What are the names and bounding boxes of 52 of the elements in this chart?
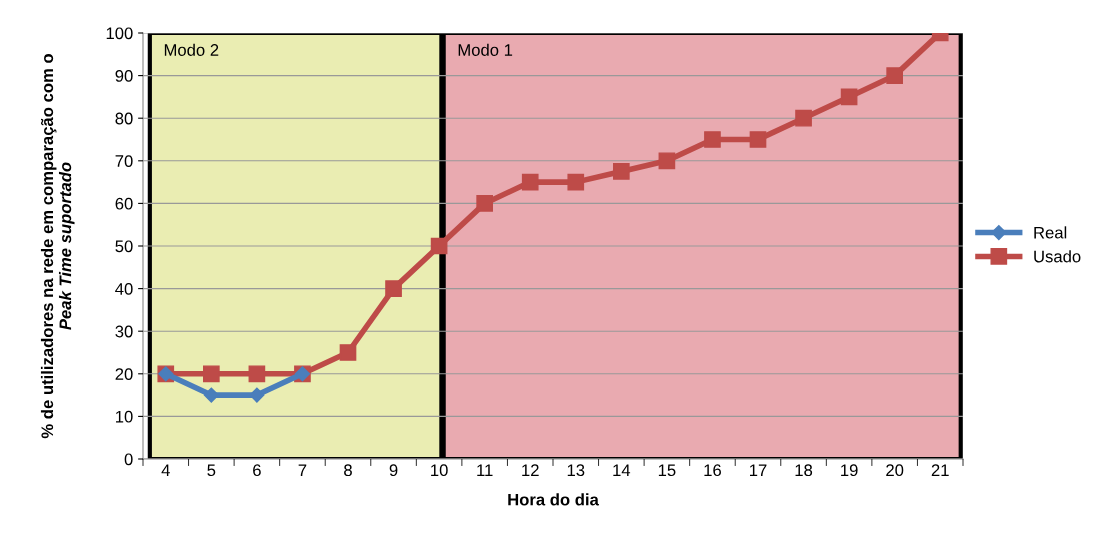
band-label: Modo 1 bbox=[458, 43, 513, 56]
x-tick-label: 21 bbox=[931, 464, 949, 476]
point bbox=[612, 163, 630, 180]
y-tick-label: 10 bbox=[116, 410, 133, 423]
y-tick-label: 40 bbox=[115, 283, 133, 295]
point bbox=[202, 365, 220, 383]
point bbox=[203, 387, 219, 403]
y-tick-label: 70 bbox=[115, 155, 133, 167]
x-tick-label: 19 bbox=[841, 464, 858, 477]
legend-label: Real bbox=[1034, 226, 1067, 239]
y-tick-label: 80 bbox=[115, 112, 133, 125]
point bbox=[840, 88, 858, 106]
point bbox=[886, 67, 904, 84]
point bbox=[385, 280, 402, 297]
legend-label: Usado bbox=[1034, 250, 1081, 263]
y-tick-label: 30 bbox=[115, 325, 133, 338]
x-tick-label: 11 bbox=[477, 464, 493, 476]
band-label: Modo 2 bbox=[164, 43, 219, 56]
x-tick-label: 20 bbox=[886, 464, 904, 477]
y-axis-title: % de utilizadores na rede em comparação com o Peak Time suportado bbox=[40, 53, 75, 439]
point bbox=[249, 387, 265, 403]
x-tick-label: 10 bbox=[431, 464, 448, 477]
point bbox=[248, 365, 266, 383]
x-tick-label: 12 bbox=[522, 464, 539, 476]
x-tick-label: 17 bbox=[750, 464, 767, 476]
x-tick-label: 15 bbox=[658, 464, 676, 477]
x-tick-label: 9 bbox=[389, 464, 398, 477]
x-tick-label: 4 bbox=[161, 464, 170, 476]
point bbox=[795, 109, 812, 127]
x-tick-label: 16 bbox=[704, 464, 721, 477]
y-tick-label: 50 bbox=[115, 240, 133, 253]
point bbox=[567, 173, 585, 191]
y-tick-label: 60 bbox=[115, 197, 133, 210]
x-tick-label: 7 bbox=[298, 464, 307, 476]
x-tick-label: 6 bbox=[253, 464, 261, 477]
x-tick-label: 5 bbox=[207, 464, 216, 477]
point bbox=[658, 152, 676, 170]
point bbox=[476, 195, 494, 212]
y-tick-label: 0 bbox=[124, 453, 133, 466]
y-tick-label: 90 bbox=[115, 70, 133, 82]
x-tick-label: 14 bbox=[613, 464, 631, 476]
x-tick-label: 18 bbox=[795, 464, 813, 477]
y-tick-label: 20 bbox=[115, 368, 133, 380]
point bbox=[430, 237, 448, 255]
y-tick-label: 100 bbox=[106, 27, 133, 40]
point bbox=[749, 131, 767, 148]
x-tick-label: 8 bbox=[344, 464, 352, 477]
point bbox=[704, 131, 721, 148]
point bbox=[521, 173, 539, 191]
x-axis-title: Hora do dia bbox=[508, 493, 599, 506]
point bbox=[339, 344, 357, 361]
x-tick-label: 13 bbox=[567, 464, 585, 477]
